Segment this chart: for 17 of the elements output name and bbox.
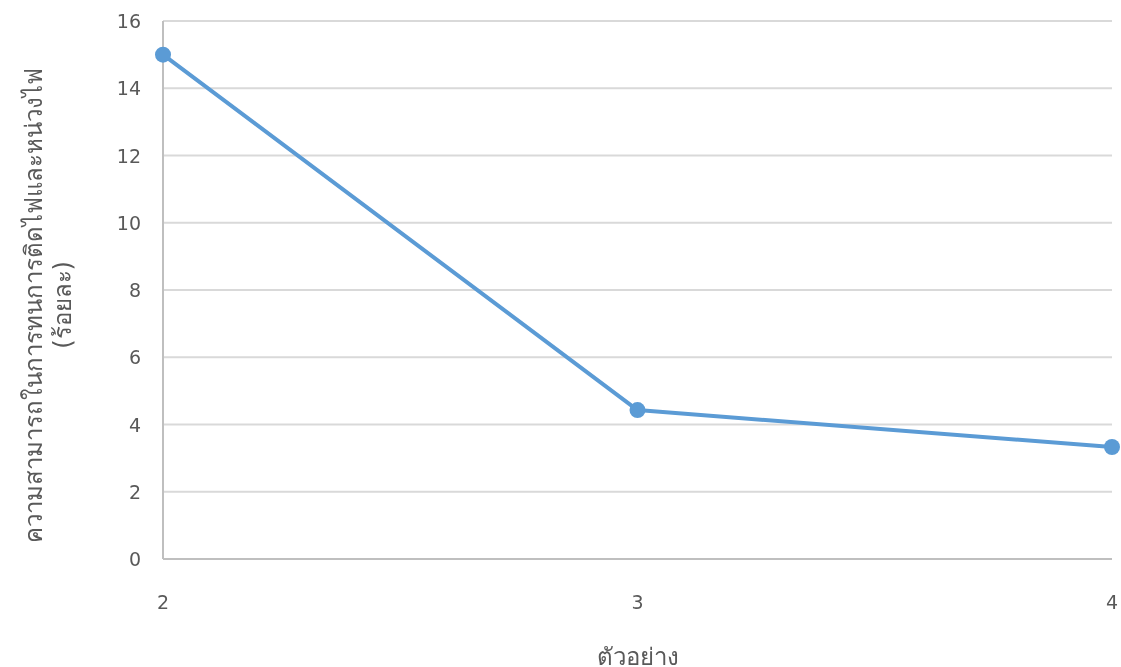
y-tick-label: 10 (116, 211, 141, 234)
y-tick-label: 0 (128, 548, 141, 570)
point (629, 402, 646, 419)
y-tick-label: 12 (116, 144, 141, 167)
x-axis-title: ตัวอย่าง (596, 643, 679, 667)
y-tick-label: 14 (116, 77, 141, 100)
y-tick-label: 2 (128, 480, 141, 503)
y-tick-label: 8 (128, 279, 141, 301)
x-tick-label: 3 (631, 591, 644, 613)
point (155, 46, 171, 63)
x-tick-label: 2 (156, 591, 170, 613)
y-axis-title: ความสามารถในการทนการติดไฟและหน่วงไฟ (ร้อยละ) (19, 67, 77, 543)
y-tick-label: 4 (128, 413, 141, 436)
point (1104, 439, 1120, 456)
y-tick-label: 16 (116, 10, 141, 32)
y-tick-label: 6 (128, 346, 141, 369)
x-tick-label: 4 (1105, 591, 1119, 613)
